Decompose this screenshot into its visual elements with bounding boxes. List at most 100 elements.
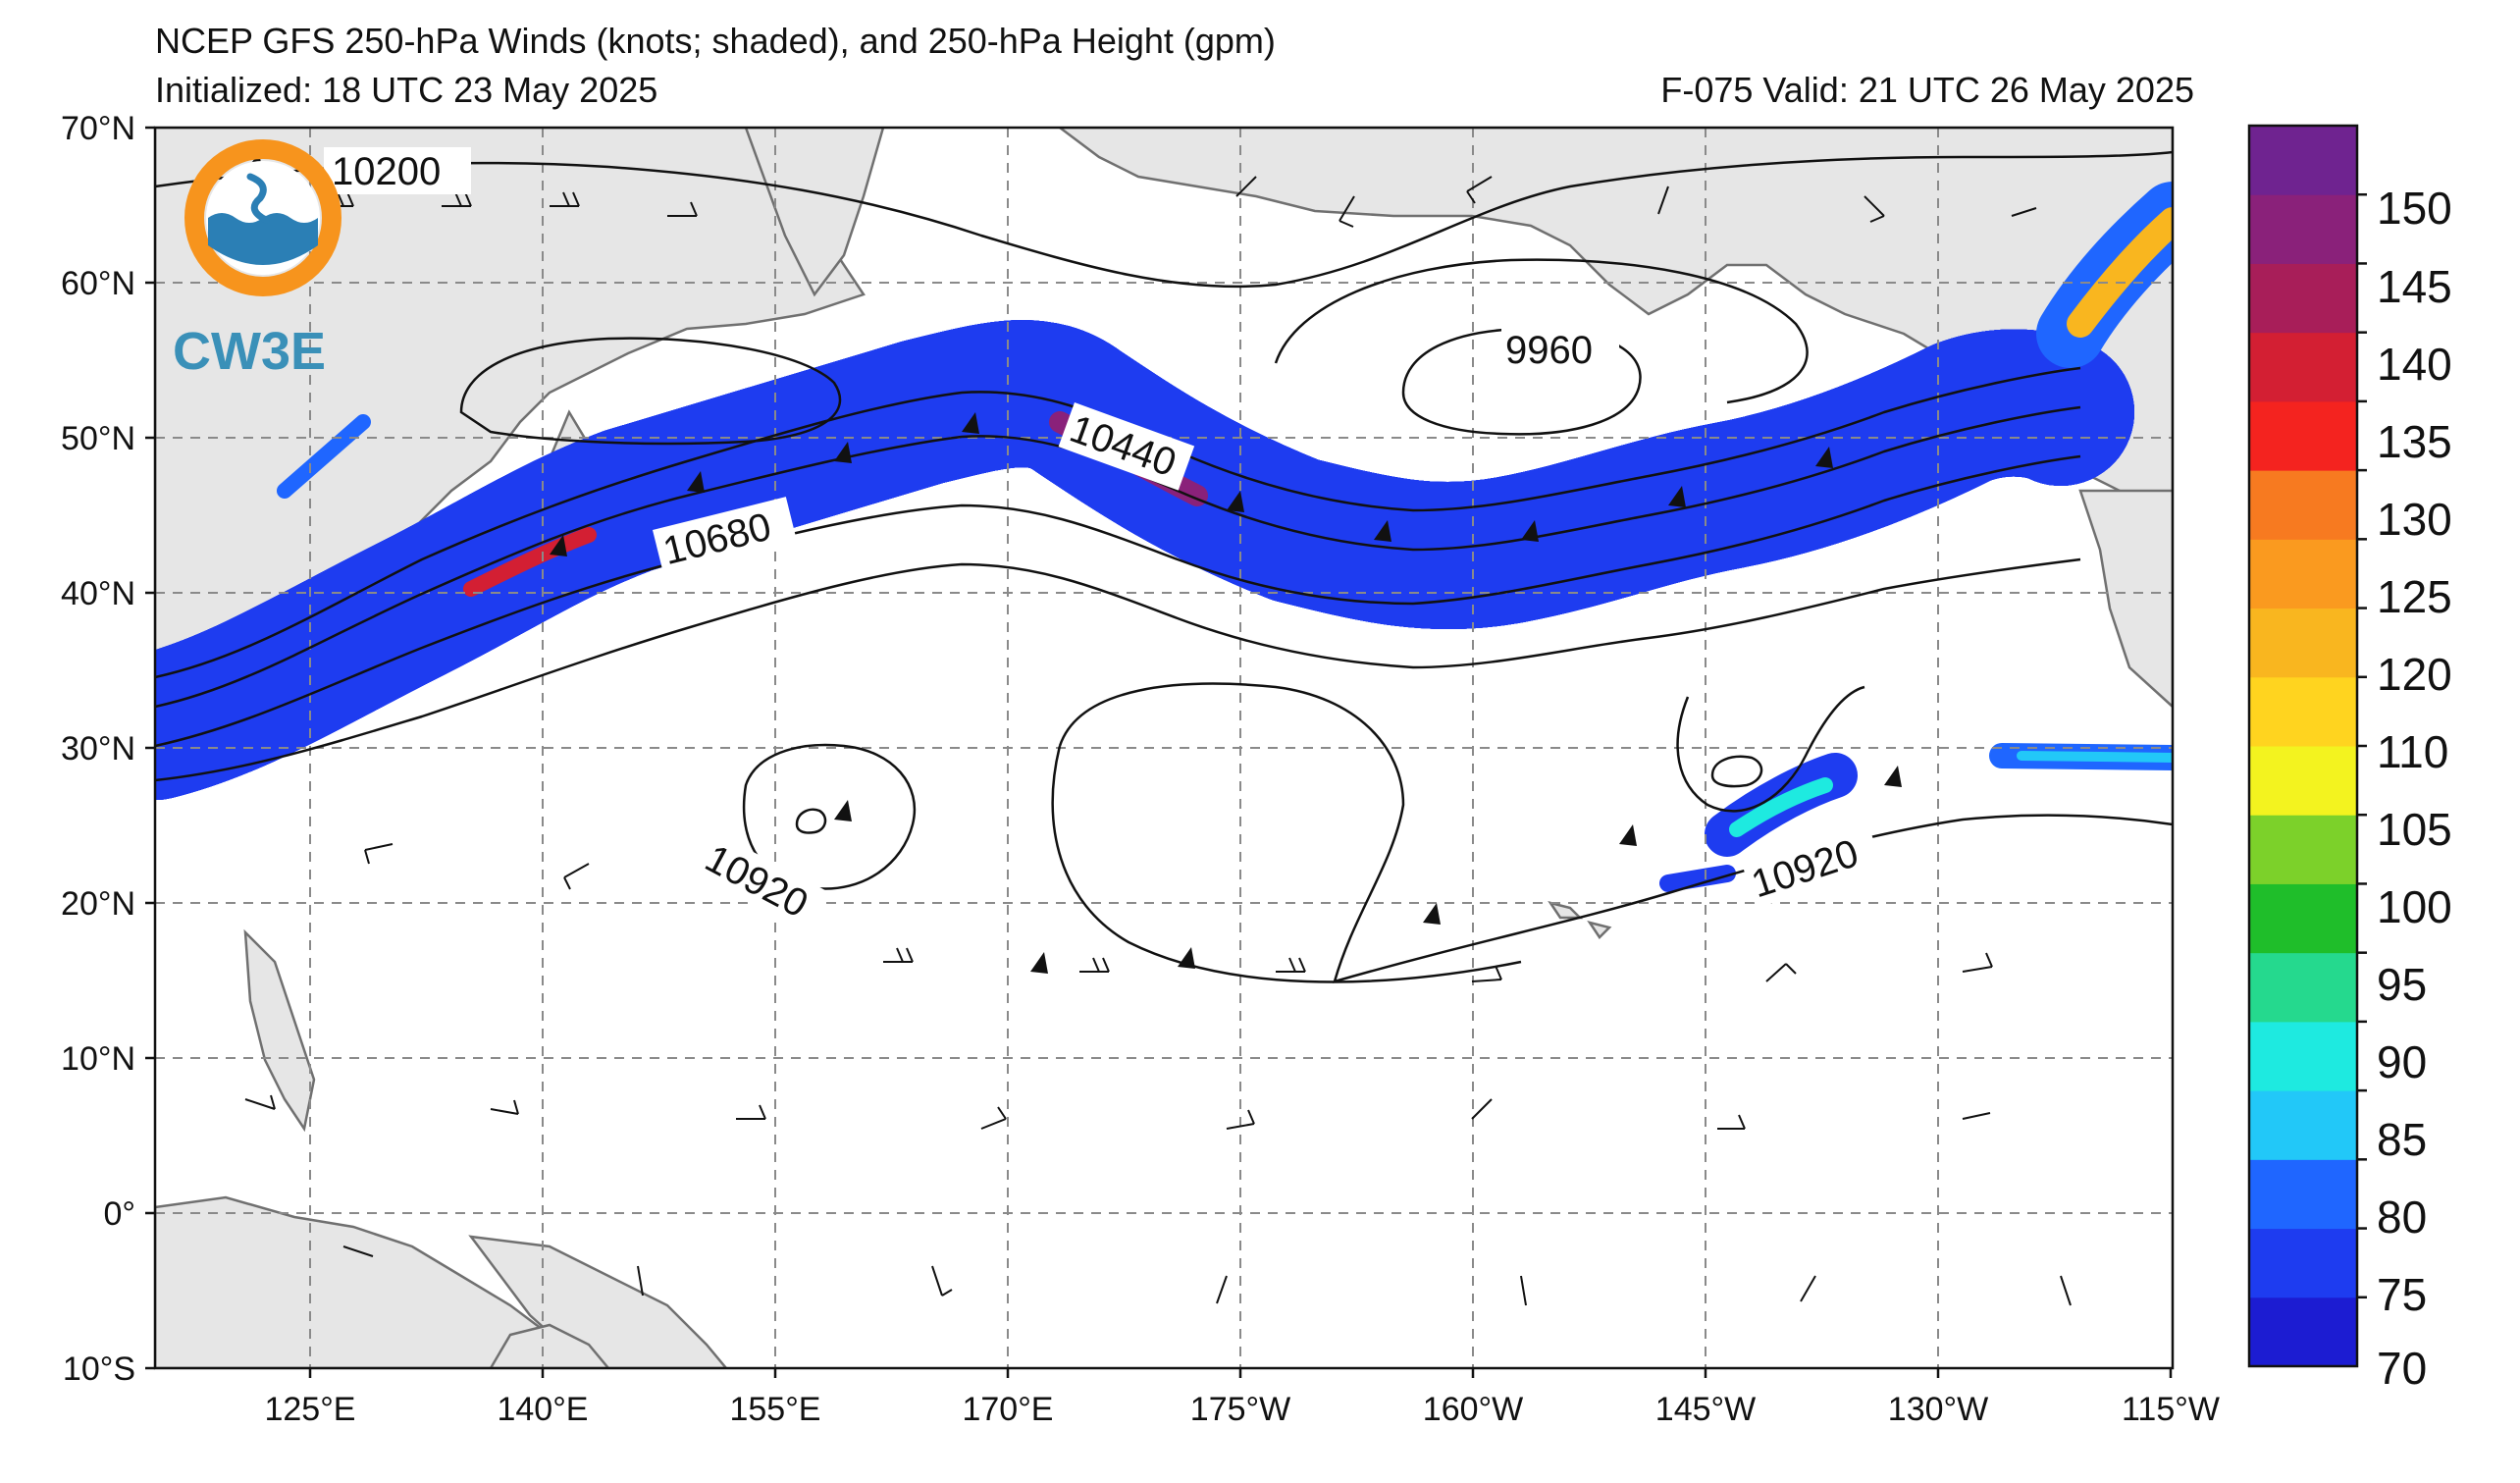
lon-label: 170°E (962, 1391, 1053, 1428)
colorbar-swatch (2249, 815, 2357, 884)
colorbar-swatch (2249, 400, 2357, 471)
contour-east-ridge (1676, 685, 1865, 813)
colorbar-swatch (2249, 332, 2357, 402)
contour-alaska-low (1274, 258, 1809, 404)
wind-pennant (834, 442, 852, 463)
wind-barb (2011, 207, 2037, 217)
colorbar-swatch (2249, 470, 2357, 540)
lat-label: 10°S (63, 1351, 135, 1388)
colorbar-label: 100 (2377, 881, 2452, 932)
colorbar-swatch (2249, 263, 2357, 334)
wind-barb (1520, 1275, 1527, 1306)
lat-label: 60°N (61, 265, 135, 302)
contour-label-10200: 10200 (332, 150, 441, 193)
colorbar-swatch (2249, 539, 2357, 609)
map-content: 10200 9960 10440 10680 10920 10920 (155, 128, 2173, 1368)
wind-barb (1466, 176, 1493, 204)
logo-swirl-icon (246, 173, 270, 224)
lon-labels: 125°E 140°E 155°E 170°E 175°W 160°W 145°… (264, 1391, 2219, 1428)
wind-barb (244, 1094, 276, 1110)
wind-barb (2060, 1275, 2072, 1306)
lat-label: 30°N (61, 730, 135, 768)
wind-barb (1471, 1098, 1493, 1120)
contour-label-bg (1501, 324, 1619, 371)
contour-10200 (155, 150, 2173, 289)
wind-barb (1235, 176, 1257, 197)
contour-10920-east (1058, 682, 2173, 983)
colorbar-swatch (2249, 883, 2357, 954)
colorbar-swatch (2249, 1228, 2357, 1298)
wind-barb (980, 1106, 1007, 1130)
wind-barb (1216, 1275, 1228, 1304)
wind-barb (490, 1099, 519, 1115)
lon-label: 175°W (1190, 1391, 1290, 1428)
logo-text: CW3E (173, 322, 326, 381)
wind-pennant (1227, 491, 1244, 512)
lon-label: 125°E (264, 1391, 355, 1428)
wind-barb (364, 843, 394, 865)
wind-pennant (1178, 947, 1195, 969)
contour-labels: 10200 9960 10440 10680 10920 10920 (324, 147, 1883, 935)
wind-barb (1864, 195, 1885, 223)
colorbar-swatch (2249, 1159, 2357, 1230)
colorbar-label: 110 (2377, 726, 2448, 777)
colorbar-label: 85 (2377, 1114, 2427, 1165)
colorbar-label: 90 (2377, 1036, 2427, 1087)
colorbar-swatch (2249, 1090, 2357, 1160)
map-title: NCEP GFS 250-hPa Winds (knots; shaded), … (155, 21, 1276, 61)
lat-label: 20°N (61, 885, 135, 923)
contour-label-bg (1058, 402, 1195, 491)
colorbar-label: 80 (2377, 1192, 2427, 1243)
colorbar-label: 140 (2377, 339, 2452, 390)
colorbar-label: 135 (2377, 416, 2452, 467)
colorbar-swatch (2249, 194, 2357, 264)
colorbar-swatch (2249, 952, 2357, 1023)
contour-10680 (155, 454, 2081, 748)
wind-pennant (687, 471, 705, 493)
wind-barb (1657, 185, 1669, 215)
contour-9960 (1401, 327, 1642, 436)
contour-siberia-low (459, 337, 842, 446)
wind-barb (931, 1265, 953, 1297)
colorbar-label: 70 (2377, 1343, 2427, 1394)
australia-landmass (489, 1323, 610, 1368)
wind-barb (550, 191, 580, 207)
lon-label: 130°W (1888, 1391, 1988, 1428)
wind-pennant (1884, 766, 1902, 787)
colorbar-swatch (2249, 676, 2357, 747)
colorbar-swatch (2249, 126, 2357, 195)
contour-east-small (1710, 755, 1763, 788)
logo-ring (184, 139, 341, 296)
wind-barb (1800, 1275, 1816, 1302)
wind-pennant (1423, 903, 1441, 925)
wind-barb (1962, 952, 1993, 973)
wind-pennant (1815, 447, 1833, 468)
colorbar-label: 145 (2377, 261, 2452, 312)
colorbar-labels: 150 145 140 135 130 125 120 110 105 100 … (2377, 183, 2452, 1394)
lon-label: 160°W (1423, 1391, 1523, 1428)
wind-barb (883, 947, 914, 963)
wind-barb (1962, 1112, 1991, 1120)
colorbar-frame (2247, 124, 2359, 1368)
lon-ticks (308, 1368, 2173, 1378)
contour-pacific-ridge (1051, 745, 1522, 983)
contour-south-jet (155, 557, 2081, 782)
colorbar-swatch (2249, 608, 2357, 678)
wind-barbs (226, 176, 2072, 1306)
wind-pennant (962, 412, 979, 434)
lat-label: 40°N (61, 575, 135, 612)
wind-barb (442, 191, 472, 207)
wind-barb (667, 201, 698, 217)
wind-pennant (1619, 824, 1637, 846)
lat-label: 10°N (61, 1040, 135, 1078)
colorbar-label: 150 (2377, 183, 2452, 234)
contour-small-west (795, 808, 827, 834)
wind-pennant (834, 800, 852, 821)
colorbar-swatch (2249, 746, 2357, 816)
lon-label: 115°W (2122, 1391, 2220, 1428)
jet-max-red (463, 527, 597, 597)
init-time: Initialized: 18 UTC 23 May 2025 (155, 70, 658, 110)
jet-subtropical-east-core (2017, 751, 2173, 763)
wind-barb (1079, 957, 1110, 973)
valid-time: F-075 Valid: 21 UTC 26 May 2025 (1660, 70, 2194, 110)
